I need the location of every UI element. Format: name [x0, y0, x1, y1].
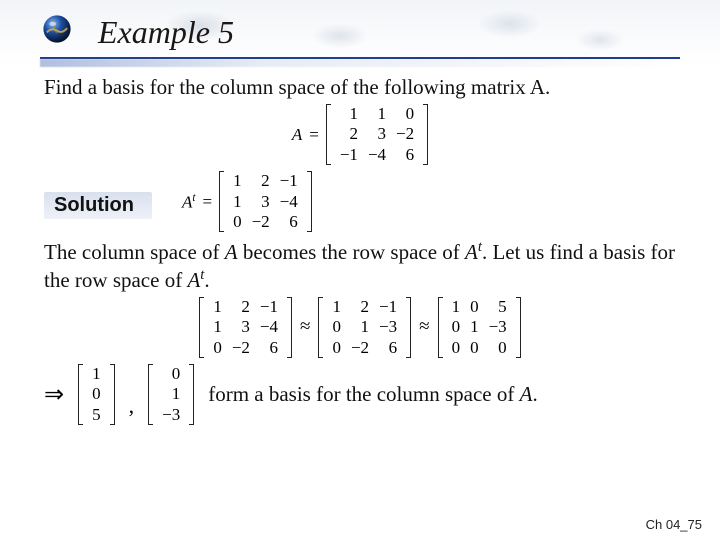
right-bracket [423, 104, 428, 165]
right-bracket [287, 297, 292, 358]
var-a: A [187, 268, 200, 292]
matrix-a-cells: 11023−2−1−46 [335, 104, 419, 165]
slide-title: Example 5 [98, 14, 720, 51]
reduction-matrix-3: 10501−3000 [447, 297, 512, 358]
right-bracket [406, 297, 411, 358]
var-a: A [520, 382, 533, 406]
conclusion-text: form a basis for the column space of A. [208, 381, 537, 407]
slide-number: Ch 04_75 [646, 517, 702, 532]
matrix-a-display: A = 11023−2−1−46 [44, 104, 676, 165]
equals-sign: = [306, 125, 322, 145]
basis-vector-1: 105 [87, 364, 106, 425]
var-a: A [225, 240, 238, 264]
left-bracket [318, 297, 323, 358]
comma: , [129, 393, 135, 425]
matrix-at-label: A [182, 192, 192, 211]
title-underline-fade [40, 59, 680, 67]
reduction-matrix-2: 12−101−30−26 [327, 297, 402, 358]
text-fragment: . [204, 268, 209, 292]
row-reduction: 12−113−40−26 ≈ 12−101−30−26 ≈ 10501−3000 [44, 297, 676, 358]
matrix-at-display: At = 12−113−40−26 [182, 171, 312, 232]
basis-vector-2: 01−3 [157, 364, 185, 425]
conclusion-row: ⇒ 105 , 01−3 form a basis for the column… [44, 364, 676, 425]
equals-sign: = [199, 192, 215, 212]
left-bracket [326, 104, 331, 165]
right-bracket [189, 364, 194, 425]
right-bracket [307, 171, 312, 232]
solution-heading: Solution [44, 192, 152, 219]
var-a: A [465, 240, 478, 264]
text-fragment: . [532, 382, 537, 406]
text-fragment: The column space of [44, 240, 225, 264]
matrix-a-label: A [292, 125, 302, 145]
slide-content: Find a basis for the column space of the… [0, 67, 720, 425]
explanation-text: The column space of A becomes the row sp… [44, 238, 676, 293]
left-bracket [78, 364, 83, 425]
problem-statement: Find a basis for the column space of the… [44, 75, 676, 100]
matrix-at-sup: t [192, 192, 195, 204]
row-equiv-symbol: ≈ [415, 316, 433, 338]
text-fragment: form a basis for the column space of [208, 382, 519, 406]
left-bracket [148, 364, 153, 425]
row-equiv-symbol: ≈ [296, 316, 314, 338]
reduction-matrix-1: 12−113−40−26 [208, 297, 283, 358]
left-bracket [199, 297, 204, 358]
right-bracket [110, 364, 115, 425]
implies-symbol: ⇒ [44, 380, 64, 409]
slide-header: Example 5 [0, 0, 720, 51]
right-bracket [516, 297, 521, 358]
left-bracket [438, 297, 443, 358]
left-bracket [219, 171, 224, 232]
globe-icon [40, 12, 74, 46]
text-fragment: becomes the row space of [238, 240, 465, 264]
matrix-at-cells: 12−113−40−26 [228, 171, 303, 232]
